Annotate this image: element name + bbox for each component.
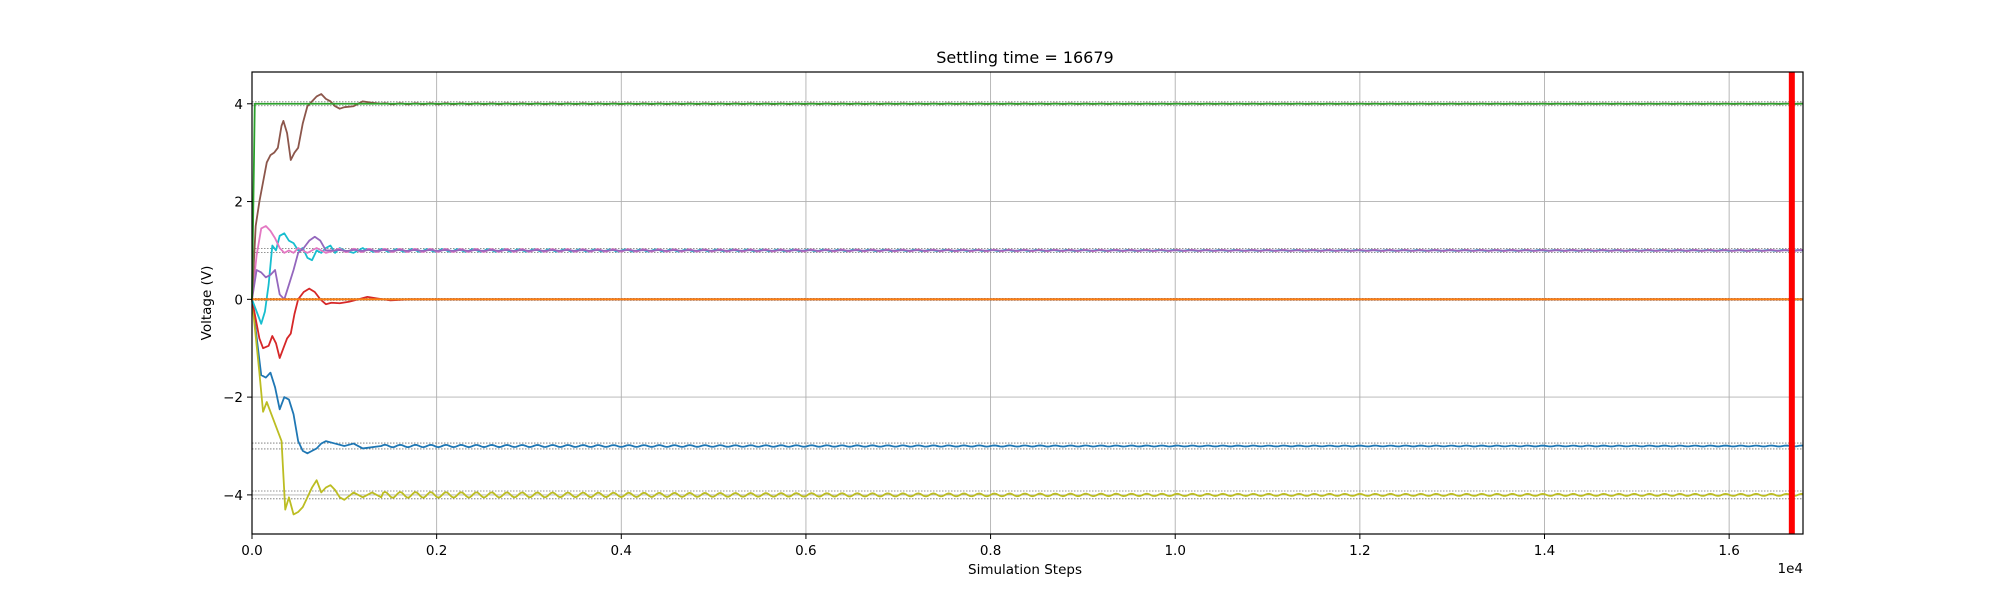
x-axis-offset-label: 1e4	[1778, 561, 1803, 577]
chart-title: Settling time = 16679	[936, 48, 1113, 67]
y-tick-label: 2	[234, 195, 243, 211]
x-tick-label: 0.8	[980, 543, 1001, 559]
x-tick-label: 0.2	[426, 543, 447, 559]
x-tick-label: 0.6	[795, 543, 816, 559]
x-tick-label: 1.6	[1718, 543, 1739, 559]
reference-bands	[252, 101, 1803, 500]
x-tick-label: 1.4	[1534, 543, 1555, 559]
series-group	[251, 93, 1804, 516]
y-tick-label: 4	[234, 97, 243, 113]
x-tick-label: 1.0	[1164, 543, 1185, 559]
series-line	[251, 299, 1804, 516]
y-tick-label: −4	[223, 488, 243, 504]
y-tick-label: 0	[234, 292, 243, 308]
series-line	[251, 235, 1804, 301]
x-tick-label: 0.4	[611, 543, 632, 559]
y-axis-ticks: −4 −2 0 2 4	[223, 97, 252, 504]
x-axis-label: Simulation Steps	[968, 562, 1082, 578]
x-tick-label: 1.2	[1349, 543, 1370, 559]
x-tick-label: 0.0	[241, 543, 262, 559]
y-axis-label: Voltage (V)	[199, 266, 215, 341]
series-line	[251, 299, 1804, 455]
plot-frame	[251, 71, 1804, 535]
series-line	[251, 102, 1803, 300]
x-axis-ticks: 0.0 0.2 0.4 0.6 0.8 1.0 1.2 1.4 1.6	[241, 534, 1740, 559]
series-line	[251, 287, 1803, 359]
y-tick-label: −2	[223, 390, 243, 406]
